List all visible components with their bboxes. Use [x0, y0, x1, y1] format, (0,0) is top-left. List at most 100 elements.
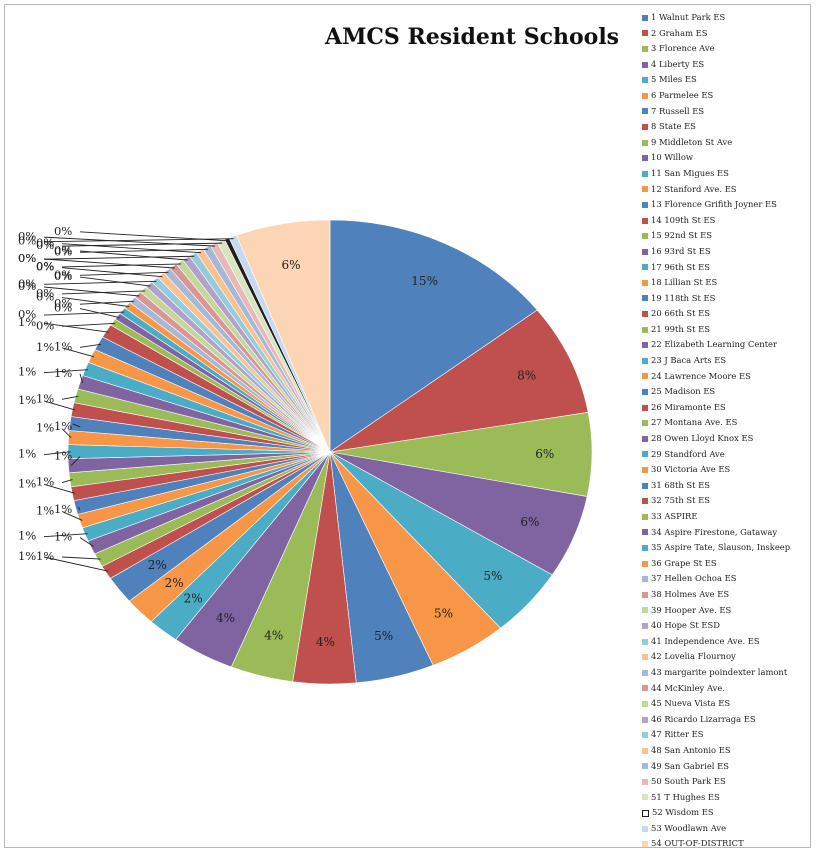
- legend-item-53: 53 Woodlawn Ave: [642, 821, 812, 837]
- data-label-2: 8%: [517, 368, 536, 382]
- data-label-26: 1%: [18, 393, 36, 407]
- legend-label: 34 Aspire Firestone, Gataway: [651, 526, 778, 537]
- legend-item-46: 46 Ricardo Lizarraga ES: [642, 712, 812, 728]
- pie-slice-2: [329, 309, 589, 453]
- legend-label: 25 Madison ES: [651, 386, 716, 397]
- legend-label: 5 Miles ES: [651, 74, 697, 85]
- data-label-29: 1%: [18, 365, 36, 379]
- legend-swatch: [642, 279, 648, 286]
- legend-item-6: 6 Parmelee ES: [642, 88, 812, 104]
- legend-label: 27 Montana Ave. ES: [651, 417, 738, 428]
- legend-item-13: 13 Florence Grifith Joyner ES: [642, 197, 812, 213]
- data-label-19: 1%: [54, 502, 72, 516]
- legend-label: 7 Russell ES: [651, 105, 705, 116]
- legend-swatch: [642, 217, 648, 224]
- legend-swatch: [642, 342, 648, 349]
- legend-label: 9 Middleton St Ave: [651, 136, 733, 147]
- legend-label: 6 Parmelee ES: [651, 89, 714, 100]
- legend-item-26: 26 Miramonte ES: [642, 400, 812, 416]
- legend-label: 23 J Baca Arts ES: [651, 355, 727, 366]
- legend-label: 49 San Gabriel ES: [651, 760, 729, 771]
- legend-item-48: 48 San Antonio ES: [642, 743, 812, 759]
- legend-item-25: 25 Madison ES: [642, 384, 812, 400]
- legend-swatch: [642, 186, 648, 193]
- legend-swatch: [642, 248, 648, 255]
- data-label-30: 1%: [36, 340, 54, 354]
- data-label-36: 0%: [36, 290, 54, 304]
- data-label-40: 0%: [54, 269, 72, 283]
- legend-swatch: [642, 295, 648, 302]
- leader-line-43: [79, 271, 169, 276]
- legend-item-23: 23 J Baca Arts ES: [642, 353, 812, 369]
- leader-line-48: [61, 243, 202, 254]
- legend-swatch: [642, 201, 648, 208]
- legend-swatch: [642, 513, 648, 520]
- legend-swatch: [642, 716, 648, 723]
- legend-item-11: 11 San Migues ES: [642, 166, 812, 182]
- data-label-34: 0%: [54, 301, 72, 315]
- legend-swatch: [642, 357, 648, 364]
- leader-line-51: [61, 242, 223, 247]
- legend-label: 40 Hope St ESD: [651, 620, 720, 631]
- legend-swatch: [642, 61, 648, 68]
- legend-label: 38 Holmes Ave ES: [651, 588, 730, 599]
- data-label-1: 15%: [411, 274, 438, 288]
- leader-line-45: [61, 263, 182, 268]
- data-label-47: 0%: [18, 251, 36, 265]
- leader-line-32: [43, 322, 109, 333]
- leader-line-23: [43, 451, 71, 456]
- data-label-54: 6%: [281, 258, 300, 272]
- legend-label: 31 68th St ES: [651, 479, 711, 490]
- leader-line-39: [61, 290, 146, 295]
- legend-item-32: 32 75th St ES: [642, 493, 812, 509]
- legend-item-12: 12 Stanford Ave. ES: [642, 182, 812, 198]
- data-label-11: 2%: [184, 592, 203, 606]
- data-label-43: 0%: [54, 267, 72, 281]
- data-label-46: 0%: [54, 243, 72, 257]
- pie-slice-1: [329, 219, 538, 453]
- legend-swatch: [642, 732, 648, 739]
- data-label-32: 1%: [18, 315, 36, 329]
- legend-label: 10 Willow: [651, 152, 694, 163]
- legend-swatch: [642, 747, 648, 754]
- legend-label: 37 Hellen Ochoa ES: [651, 573, 737, 584]
- legend-swatch: [642, 482, 648, 489]
- data-label-49: 0%: [54, 244, 72, 258]
- legend-item-15: 15 92nd St ES: [642, 228, 812, 244]
- legend-swatch: [642, 92, 648, 99]
- legend-label: 8 State ES: [651, 121, 696, 132]
- data-label-15: 1%: [36, 549, 54, 563]
- leader-line-26: [43, 400, 76, 411]
- legend-item-24: 24 Lawrence Moore ES: [642, 369, 812, 385]
- legend-label: 53 Woodlawn Ave: [651, 822, 727, 833]
- leader-line-14: [43, 556, 109, 572]
- legend-label: 11 San Migues ES: [651, 167, 729, 178]
- leader-line-36: [61, 297, 130, 307]
- legend-swatch: [642, 233, 648, 240]
- legend-item-21: 21 99th St ES: [642, 322, 812, 338]
- leader-line-30: [61, 347, 95, 358]
- legend-swatch: [642, 77, 648, 84]
- legend-label: 21 99th St ES: [651, 323, 711, 334]
- legend-swatch: [642, 123, 648, 130]
- leader-line-46: [79, 250, 188, 261]
- data-label-50: 0%: [18, 229, 36, 243]
- legend-item-22: 22 Elizabeth Learning Center: [642, 337, 812, 353]
- legend-item-50: 50 South Park ES: [642, 774, 812, 790]
- leader-line-50: [43, 236, 216, 247]
- leader-line-28: [79, 373, 84, 384]
- legend-item-1: 1 Walnut Park ES: [642, 10, 812, 26]
- leader-line-33: [61, 322, 116, 327]
- legend-item-47: 47 Ritter ES: [642, 727, 812, 743]
- legend-item-17: 17 96th St ES: [642, 260, 812, 276]
- legend-label: 52 Wisdom ES: [652, 807, 714, 818]
- legend-swatch: [642, 30, 648, 37]
- legend-swatch: [642, 778, 648, 785]
- legend-swatch: [642, 622, 648, 629]
- data-label-53: 0%: [18, 234, 36, 248]
- data-label-8: 4%: [316, 635, 335, 649]
- legend-item-29: 29 Standford Ave: [642, 447, 812, 463]
- legend-label: 45 Nueva Vista ES: [651, 698, 731, 709]
- leader-line-15: [61, 556, 101, 560]
- leader-line-20: [43, 483, 75, 494]
